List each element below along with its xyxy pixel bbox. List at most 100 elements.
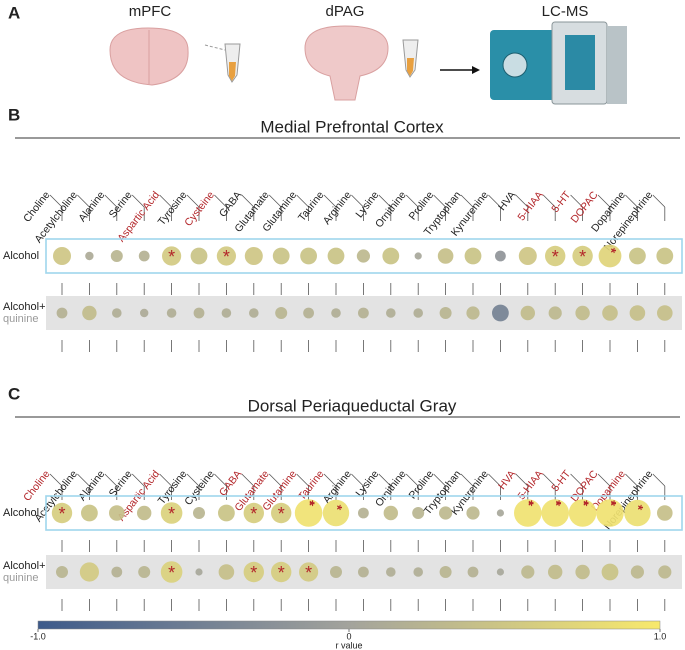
bubble [358,507,369,519]
label-leader [542,473,556,487]
bubble [190,247,208,265]
bubble [300,247,317,265]
label-leader [268,194,282,208]
metabolite-label: Arginine [321,189,354,227]
bubble [79,562,99,582]
significance: * [168,504,175,524]
row-label: Alcohol+ [3,301,46,313]
bubble [138,566,151,578]
metabolite-label: GABA [217,189,244,219]
bubble [413,308,424,318]
label-leader [597,194,611,208]
bubble [356,249,370,263]
bubble [162,246,182,266]
significance: * [305,563,312,583]
panel-letter: B [8,105,20,124]
label-leader [351,473,364,487]
label-leader [186,473,200,487]
bubble [112,308,122,318]
significance: * [58,504,65,524]
bubble [624,499,651,527]
panel-letter: C [8,384,20,403]
bubble [437,248,454,264]
bubble [572,245,593,267]
bubble [331,308,341,318]
significance: * [168,247,175,267]
bubble [412,507,425,519]
bubble [221,308,232,318]
metabolite-label: 5-HT [549,189,573,215]
label-leader [186,194,200,208]
bubble [358,307,369,319]
panel-title: Medial Prefrontal Cortex [260,117,444,136]
label-leader [241,473,255,487]
label-leader [323,194,337,208]
metabolite-label: Serine [107,468,135,499]
bubble [629,247,646,265]
bubble [216,246,236,266]
bubble [601,563,619,581]
bubble [518,247,537,265]
significance: * [168,563,175,583]
metabolite-label: Alanine [76,468,107,503]
bubble [630,565,645,579]
bubble [466,506,480,520]
metabolite-label: Lysine [353,189,381,220]
bubble [137,505,152,521]
label-leader [652,473,666,487]
significance: * [223,247,230,267]
bubble [82,305,97,321]
bubble [110,250,123,262]
metabolite-label: GABA [217,468,244,498]
label-leader [570,194,583,208]
label-leader [159,194,172,208]
bubble [109,505,125,521]
bubble [596,499,624,527]
label-leader [405,473,419,487]
label-leader [268,473,282,487]
bubble [294,499,323,527]
bubble [51,502,73,524]
bubble [521,565,535,579]
bubble [275,307,288,319]
label-leader [460,194,474,208]
bubble [358,566,369,578]
colorbar-tick-label: 1.0 [654,631,667,641]
label-leader [104,194,118,208]
label-leader [241,194,255,208]
metabolite-label: 5-HT [549,468,573,494]
label-leader [515,194,529,208]
label-leader [625,473,638,487]
illustration [109,21,627,105]
bubble [541,499,569,527]
label-leader [652,194,666,208]
label-leader [49,473,63,487]
bubble [520,305,535,321]
label-leader [460,473,474,487]
metabolite-label: Alanine [76,189,107,224]
bubble [548,564,563,580]
bubble [81,504,98,522]
bubble [218,564,235,580]
bubble [160,561,183,583]
bubble [193,507,205,519]
row-label: Alcohol+ [3,560,46,572]
label-leader [159,473,172,487]
row-label: quinine [3,572,38,584]
metabolite-label: 5-HIAA [515,189,545,223]
region-label: mPFC [129,3,172,20]
bubble [548,306,562,320]
label-leader [597,473,611,487]
bubble [657,505,673,521]
colorbar [37,620,661,630]
bubble [386,567,396,577]
significance: * [250,504,257,524]
bubble [218,504,235,522]
bubble [496,568,504,576]
bubble [439,566,452,578]
metabolite-label: HVA [496,189,518,213]
label-leader [104,473,118,487]
label-leader [131,194,145,208]
bubble [383,505,398,521]
row-box [45,495,683,531]
